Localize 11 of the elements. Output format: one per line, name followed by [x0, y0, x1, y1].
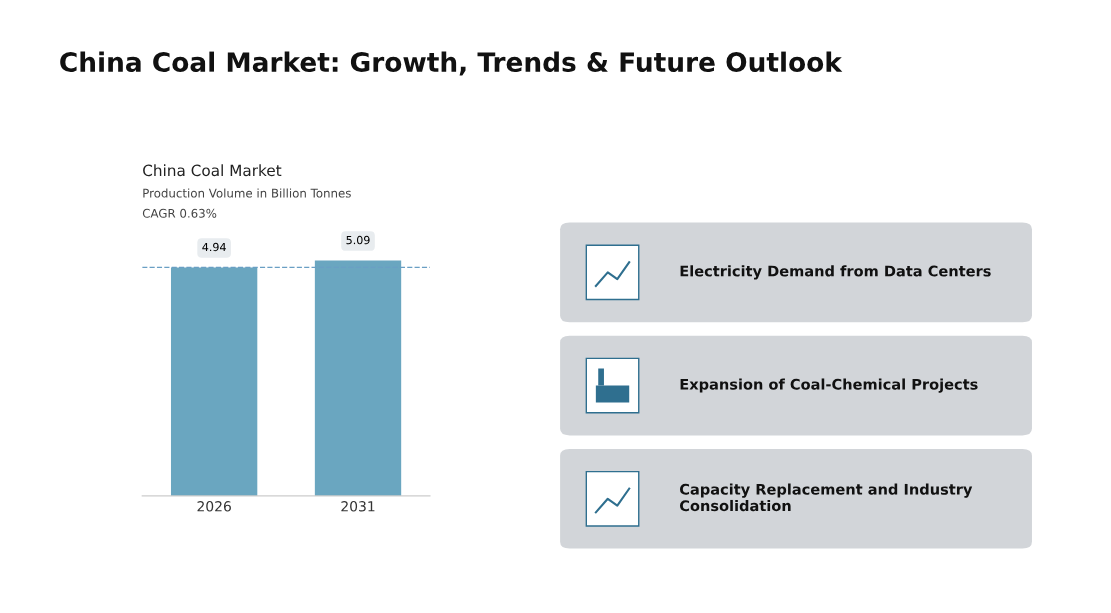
chart-subtitle: Production Volume in Billion Tonnes [143, 188, 351, 198]
x-tick-label: 2026 [197, 501, 231, 512]
text: CAGR 0.63% [142, 208, 217, 218]
x-tick-label: 2031 [341, 501, 375, 512]
chart-title: China Coal Market [143, 164, 282, 177]
text: Capacity Replacement and Industry Consolidation [679, 483, 973, 512]
text: Expansion of Coal-Chemical Projects [680, 378, 978, 393]
data-label: 4.94 [202, 242, 226, 252]
text: Electricity Demand from Data Centers [680, 265, 991, 280]
text: China Coal Market: Growth, Trends & Future Outlook [60, 51, 843, 76]
data-label: 5.09 [346, 235, 370, 245]
